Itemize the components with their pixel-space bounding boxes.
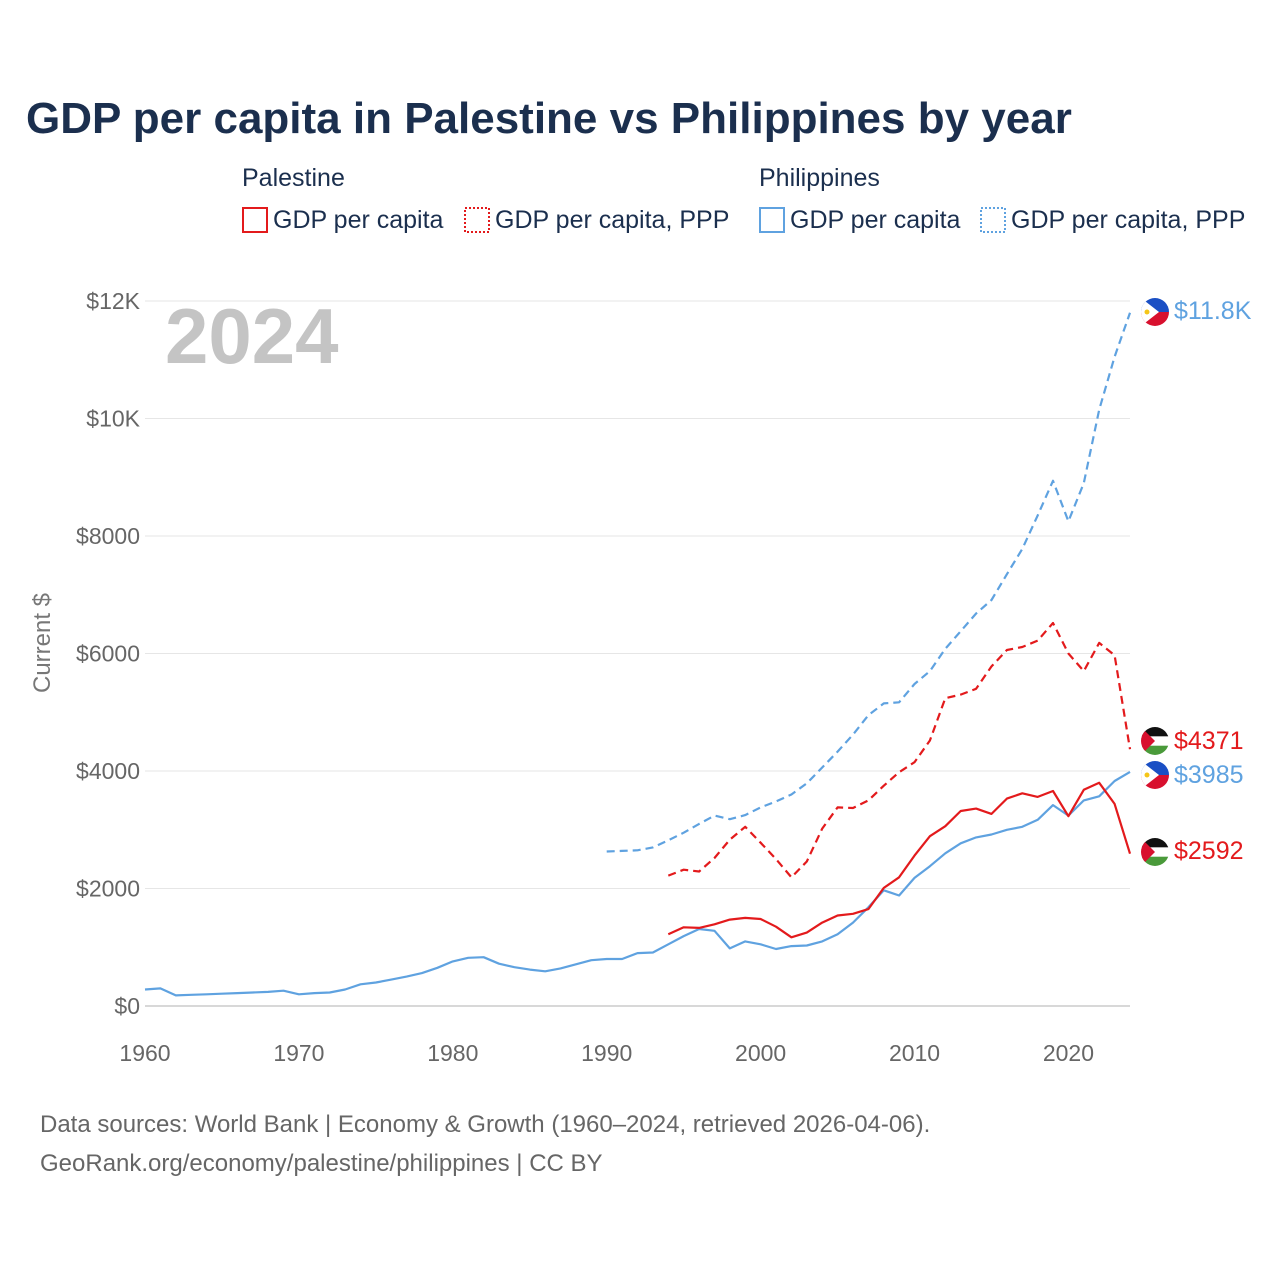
legend-swatch-philippines-gdp — [759, 207, 785, 233]
legend-label-palestine-ppp: GDP per capita, PPP — [495, 206, 729, 234]
end-label-philippines-ppp: $11.8K — [1174, 297, 1252, 325]
y-axis-title: Current $ — [29, 593, 56, 693]
chart-title: GDP per capita in Palestine vs Philippin… — [26, 94, 1072, 143]
y-tick-label: $8000 — [76, 523, 140, 549]
x-tick-label: 1990 — [581, 1040, 632, 1066]
legend-label-palestine-gdp: GDP per capita — [273, 206, 444, 234]
y-tick-label: $4000 — [76, 758, 140, 784]
legend-group-philippines: Philippines — [759, 164, 880, 192]
y-tick-label: $6000 — [76, 641, 140, 667]
series — [144, 312, 1132, 997]
x-tick-label: 1970 — [273, 1040, 324, 1066]
year-label: 2024 — [165, 292, 339, 380]
palestine-flag-icon — [1141, 838, 1169, 866]
end-label-palestine-gdp: $2592 — [1174, 837, 1244, 865]
x-tick-label: 1980 — [427, 1040, 478, 1066]
end-label-philippines-gdp: $3985 — [1174, 761, 1244, 789]
footer-link[interactable]: GeoRank.org/economy/palestine/philippine… — [40, 1150, 603, 1177]
legend-label-philippines-gdp: GDP per capita — [790, 206, 961, 234]
x-tick-label: 2020 — [1043, 1040, 1094, 1066]
legend-swatch-philippines-ppp — [980, 207, 1006, 233]
grid — [145, 300, 1130, 889]
palestine-flag-icon — [1141, 727, 1169, 755]
legend: Palestine GDP per capita GDP per capita,… — [242, 164, 1245, 234]
x-tick-label: 2010 — [889, 1040, 940, 1066]
legend-swatch-palestine-gdp — [242, 207, 268, 233]
legend-swatch-palestine-ppp — [464, 207, 490, 233]
x-tick-label: 2000 — [735, 1040, 786, 1066]
y-tick-label: $2000 — [76, 876, 140, 902]
legend-group-palestine: Palestine — [242, 164, 345, 192]
y-tick-label: $12K — [86, 288, 140, 314]
series-line-palestine-gdp-per-capita — [667, 781, 1132, 939]
y-tick-label: $10K — [86, 406, 140, 432]
end-label-palestine-ppp: $4371 — [1174, 727, 1244, 755]
series-line-palestine-gdp-per-capita-ppp — [667, 621, 1132, 879]
legend-label-philippines-ppp: GDP per capita, PPP — [1011, 206, 1245, 234]
x-axis-ticks: 1960 1970 1980 1990 2000 2010 2020 — [119, 1040, 1094, 1066]
y-tick-label: $0 — [114, 993, 140, 1019]
series-line-philippines-gdp-per-capita — [144, 770, 1131, 997]
series-line-philippines-gdp-per-capita-ppp — [606, 312, 1132, 853]
philippines-flag-icon — [1141, 761, 1169, 789]
philippines-flag-icon — [1141, 298, 1169, 326]
y-axis-ticks: $0 $2000 $4000 $6000 $8000 $10K $12K — [76, 288, 141, 1019]
x-tick-label: 1960 — [119, 1040, 170, 1066]
footer-sources: Data sources: World Bank | Economy & Gro… — [40, 1111, 930, 1138]
